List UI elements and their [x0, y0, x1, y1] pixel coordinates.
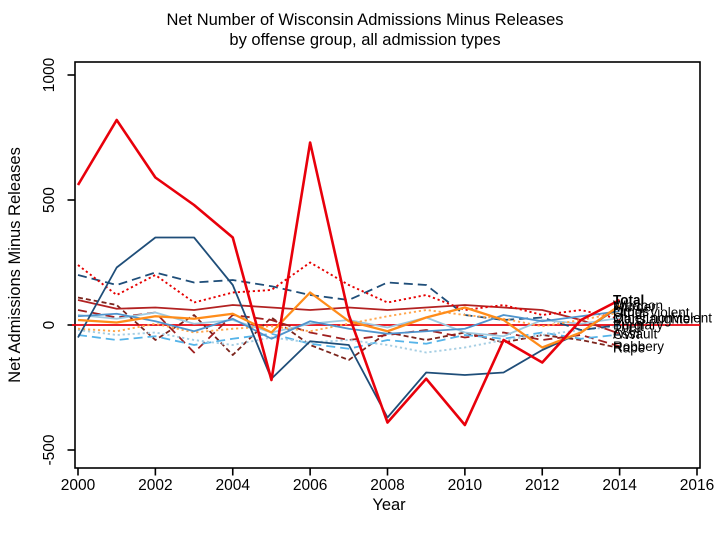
- series-line-assault: [77, 299, 620, 335]
- y-tick-label-1000: 1000: [41, 57, 58, 92]
- series-lines: [76, 118, 621, 427]
- x-axis-title: Year: [372, 496, 406, 514]
- chart-title: Net Number of Wisconsin Admissions Minus…: [166, 11, 563, 29]
- series-line-owi: [77, 331, 620, 350]
- series-line-other-violent: [77, 309, 620, 334]
- series-label-weapon: Weapon: [613, 298, 663, 313]
- series-label-total: Total: [613, 293, 644, 308]
- y-tick-label-500: 500: [41, 187, 58, 213]
- x-tick-label-2014: 2014: [602, 477, 637, 494]
- series-label-theft: Theft: [613, 319, 644, 334]
- x-tick-label-2006: 2006: [293, 477, 327, 494]
- x-tick-label-2008: 2008: [370, 477, 404, 494]
- series-line-theft: [77, 325, 620, 354]
- series-label-assault: Assault: [613, 326, 658, 341]
- y-tick-label-0: 0: [41, 320, 58, 329]
- plot-frame: [74, 61, 701, 469]
- x-tick-label-2000: 2000: [61, 477, 96, 494]
- x-tick-label-2012: 2012: [525, 477, 559, 494]
- x-tick-label-2016: 2016: [680, 477, 714, 494]
- y-tick-label--500: -500: [41, 434, 58, 465]
- series-line-total: [76, 118, 621, 427]
- series-line-weapon: [77, 291, 621, 349]
- series-label-robbery: Robbery: [613, 339, 664, 354]
- series-line-drugs: [77, 310, 620, 340]
- series-label-other-nonviolent: Other nonviolent: [613, 311, 712, 326]
- series-line-murder: [77, 236, 621, 419]
- series-label-manslaughter: Manslaughter: [613, 312, 695, 327]
- series-labels: RapeRobberyAssaultOWITheftBurglaryMansla…: [613, 293, 712, 356]
- x-tick-label-2002: 2002: [138, 477, 172, 494]
- series-label-other-violent: Other violent: [613, 305, 690, 320]
- series-label-murder: Murder: [613, 299, 656, 314]
- y-axis-title: Net Admissions Minus Releases: [6, 147, 24, 383]
- series-line-manslaughter: [77, 261, 620, 320]
- x-tick-label-2004: 2004: [216, 477, 251, 494]
- axis-ticks: 2000 2002 2004 2006 2008 2010 2012 2014 2016 -500…: [41, 57, 714, 494]
- series-label-owi: OWI: [613, 327, 640, 342]
- series-label-burglary: Burglary: [613, 318, 664, 333]
- series-label-drugs: Drugs: [613, 304, 649, 319]
- series-label-rape: Rape: [613, 341, 645, 356]
- x-tick-label-2010: 2010: [448, 477, 483, 494]
- chart-subtitle: by offense group, all admission types: [229, 31, 500, 49]
